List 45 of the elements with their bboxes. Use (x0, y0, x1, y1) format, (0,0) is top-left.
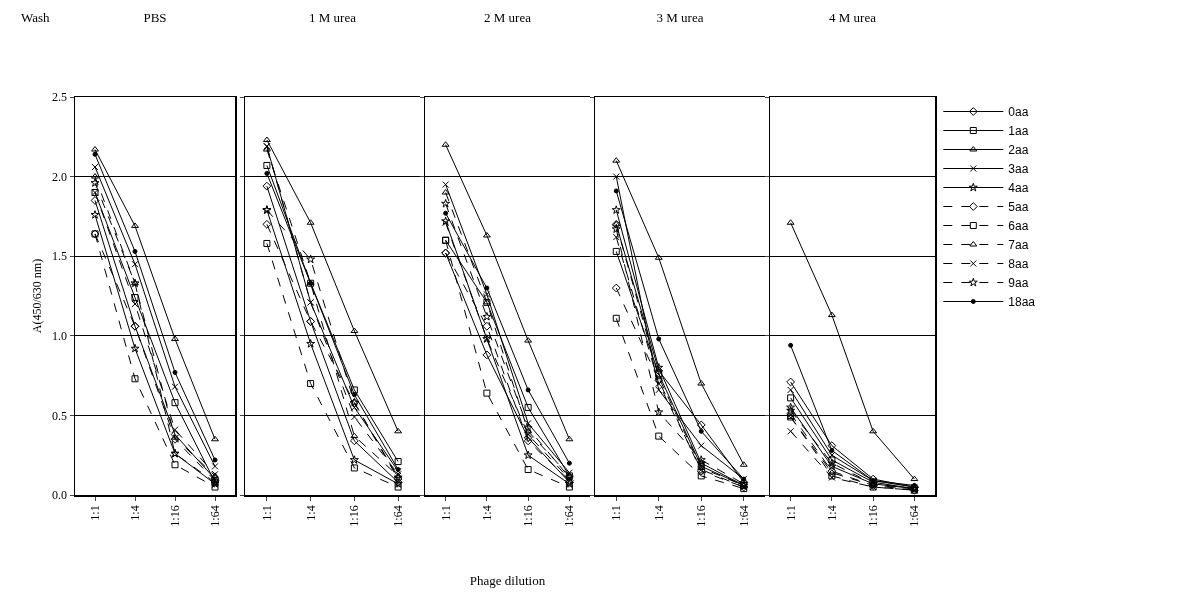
legend-label: 9aa (1008, 276, 1029, 291)
chart-title: 4 M urea (829, 9, 877, 25)
legend-label: 7aa (1008, 238, 1029, 253)
x-tick-label: 1:16 (167, 505, 182, 527)
text: Wash (21, 10, 51, 25)
x-tick-label: 1:1 (87, 505, 102, 521)
x-tick-label: 1:64 (907, 505, 922, 527)
y-tick-label: 2.0 (52, 169, 68, 184)
y-axis-title: A(450/630 nm) (29, 258, 44, 334)
x-tick-label: 1:16 (694, 505, 709, 527)
x-tick-label: 1:64 (207, 505, 222, 527)
legend-label: 8aa (1008, 257, 1029, 272)
x-tick-label: 1:16 (866, 505, 881, 527)
x-tick-label: 1:64 (391, 505, 406, 527)
legend-label: 0aa (1008, 105, 1029, 120)
y-tick-label: 0.0 (52, 488, 68, 503)
x-tick-label: 1:1 (783, 505, 798, 521)
y-tick-label: 2.5 (52, 90, 68, 105)
legend-label: 4aa (1008, 181, 1029, 196)
y-tick-label: 1.5 (52, 249, 68, 264)
legend-label: 5aa (1008, 200, 1029, 215)
chart-title: 2 M urea (484, 9, 532, 25)
x-tick-label: 1:4 (127, 505, 142, 521)
y-tick-label: 0.5 (52, 408, 68, 423)
legend-label: 18aa (1008, 295, 1036, 310)
legend-label: 3aa (1008, 162, 1029, 177)
x-tick-label: 1:4 (303, 505, 318, 521)
x-axis-title: Phage dilution (469, 572, 546, 588)
x-tick-label: 1:64 (736, 505, 751, 527)
x-tick-label: 1:4 (651, 505, 666, 521)
chart-title: 3 M urea (656, 9, 704, 25)
x-tick-label: 1:1 (609, 505, 624, 521)
chart-title: 1 M urea (309, 9, 357, 25)
x-tick-label: 1:4 (479, 505, 494, 521)
legend-label: 1aa (1008, 124, 1029, 139)
x-tick-label: 1:1 (259, 505, 274, 521)
x-tick-label: 1:4 (824, 505, 839, 521)
x-tick-label: 1:16 (521, 505, 536, 527)
legend-label: 2aa (1008, 143, 1029, 158)
y-tick-label: 1.0 (52, 329, 68, 343)
x-tick-label: 1:1 (438, 505, 453, 521)
x-tick-label: 1:16 (347, 505, 362, 527)
chart-title: PBS (143, 9, 167, 25)
x-tick-label: 1:64 (562, 505, 577, 527)
legend-label: 6aa (1008, 219, 1029, 234)
